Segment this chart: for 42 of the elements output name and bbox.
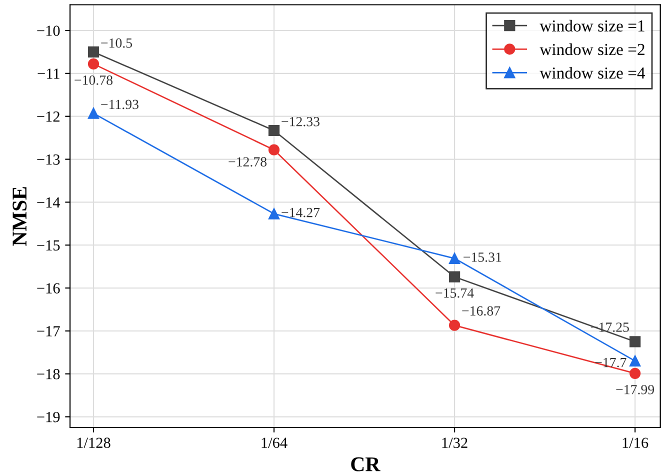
x-tick-label: 1/64 xyxy=(262,438,288,448)
y-tick-label: −15 xyxy=(37,240,60,251)
legend-label: window size =4 xyxy=(540,66,646,79)
data-label: −14.27 xyxy=(282,208,320,218)
point xyxy=(448,252,460,264)
y-tick-label: −18 xyxy=(37,368,60,380)
data-label: −10.78 xyxy=(74,75,113,85)
point xyxy=(268,208,280,220)
data-label: −11.93 xyxy=(101,100,138,110)
legend-label: window size =1 xyxy=(540,20,644,32)
data-label: −16.87 xyxy=(462,306,500,316)
legend-label: window size =2 xyxy=(540,43,644,56)
point xyxy=(88,58,100,70)
point xyxy=(88,46,100,58)
point xyxy=(448,271,460,282)
data-label: −17.99 xyxy=(616,384,654,394)
y-tick-label: −12 xyxy=(37,112,60,122)
data-label: −17.7 xyxy=(595,358,626,368)
data-label: −10.5 xyxy=(101,38,132,48)
y-axis-title: NMSE xyxy=(12,187,27,246)
x-tick-label: 1/32 xyxy=(442,438,468,448)
data-label: −15.31 xyxy=(464,252,502,262)
point xyxy=(268,144,280,156)
y-tick-label: −14 xyxy=(37,197,60,208)
y-tick-label: −19 xyxy=(37,412,60,422)
y-tick-label: −10 xyxy=(37,26,60,36)
data-label: −15.74 xyxy=(436,288,474,298)
x-tick-label: 1/16 xyxy=(622,438,648,448)
point xyxy=(630,355,641,367)
point xyxy=(268,124,280,136)
data-label: −12.78 xyxy=(228,157,267,167)
x-axis-title: CR xyxy=(351,457,380,472)
y-tick-label: −16 xyxy=(37,283,60,294)
y-tick-label: −17 xyxy=(37,326,60,336)
point xyxy=(630,336,641,348)
point xyxy=(448,320,460,331)
data-label: −12.33 xyxy=(282,116,320,126)
y-tick-label: −13 xyxy=(37,154,60,165)
point xyxy=(630,368,641,379)
point xyxy=(88,108,100,119)
y-tick-label: −11 xyxy=(38,68,60,79)
x-tick-label: 1/128 xyxy=(77,438,110,448)
